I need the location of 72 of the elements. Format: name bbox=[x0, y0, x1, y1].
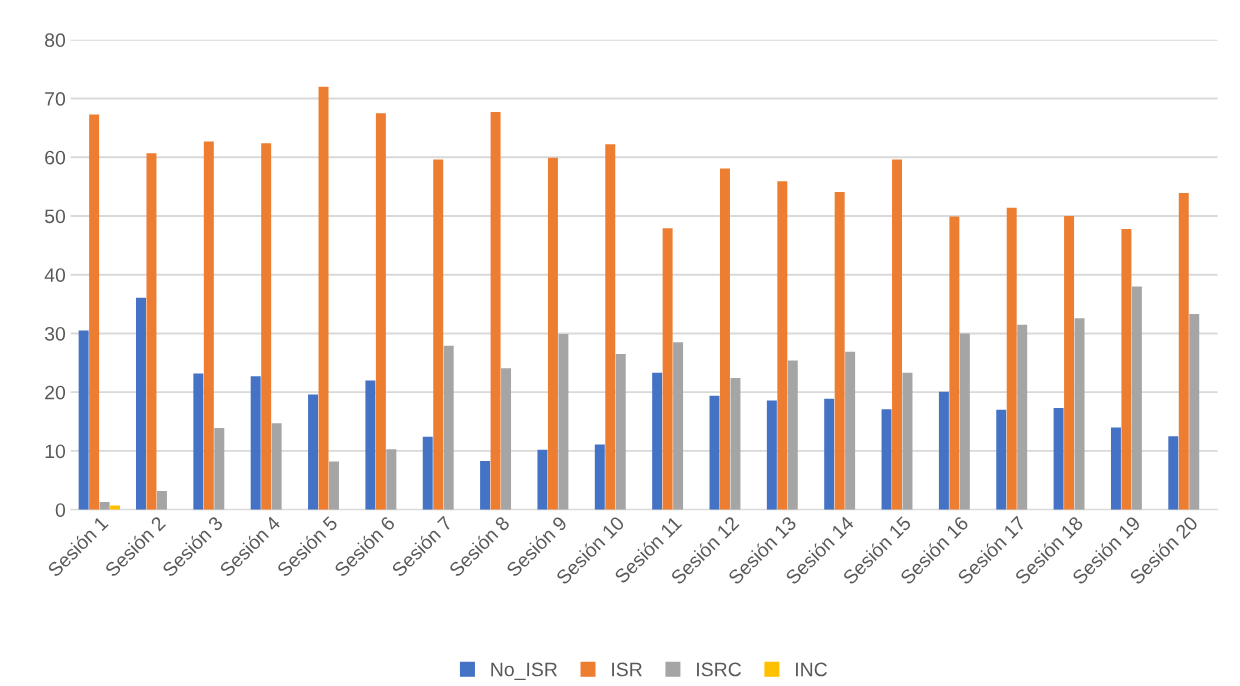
bar bbox=[777, 181, 788, 510]
bar bbox=[1131, 286, 1142, 510]
bar bbox=[1053, 408, 1064, 510]
y-tick-label: 20 bbox=[45, 385, 66, 400]
bar bbox=[261, 143, 272, 510]
bar bbox=[834, 191, 845, 510]
bar bbox=[902, 372, 913, 510]
y-tick-label: 70 bbox=[45, 91, 66, 106]
bar bbox=[443, 345, 454, 510]
bar bbox=[673, 342, 684, 510]
legend-label: No_ISR bbox=[491, 662, 557, 680]
bar bbox=[996, 409, 1007, 510]
bar bbox=[422, 436, 433, 510]
y-tick-label: 80 bbox=[45, 33, 66, 48]
bar bbox=[730, 378, 741, 510]
bar bbox=[881, 409, 892, 510]
bar bbox=[824, 398, 835, 510]
bar bbox=[787, 360, 798, 510]
y-tick-label: 10 bbox=[45, 444, 66, 459]
legend-label: INC bbox=[796, 662, 827, 677]
bar bbox=[329, 461, 339, 510]
bar bbox=[1074, 318, 1085, 510]
bar bbox=[501, 368, 512, 510]
bar bbox=[375, 113, 386, 510]
bar bbox=[271, 423, 282, 510]
bar bbox=[250, 376, 261, 510]
bar bbox=[652, 372, 663, 510]
bar bbox=[1178, 193, 1189, 510]
bar bbox=[1017, 324, 1028, 510]
bar bbox=[1006, 207, 1017, 510]
bar bbox=[308, 394, 319, 510]
bar bbox=[719, 168, 730, 510]
bar bbox=[365, 380, 376, 510]
legend-label: ISRC bbox=[697, 662, 742, 677]
bar bbox=[146, 153, 157, 510]
bar bbox=[766, 400, 777, 510]
bar bbox=[594, 444, 605, 510]
bar bbox=[1189, 314, 1200, 510]
bar bbox=[214, 428, 225, 510]
bar bbox=[605, 144, 616, 510]
bar bbox=[193, 373, 204, 510]
bar bbox=[547, 157, 558, 510]
y-tick-label: 60 bbox=[45, 150, 66, 165]
bar bbox=[318, 86, 329, 510]
bar bbox=[433, 159, 444, 510]
bar bbox=[938, 391, 949, 510]
bar bbox=[1121, 228, 1132, 510]
bar bbox=[662, 228, 673, 510]
bar bbox=[78, 330, 89, 510]
bar bbox=[156, 490, 167, 510]
bar bbox=[1110, 427, 1121, 510]
bar bbox=[490, 112, 501, 510]
bar bbox=[203, 141, 214, 510]
bar bbox=[89, 114, 100, 510]
legend-label: ISR bbox=[612, 662, 642, 677]
bar bbox=[1168, 436, 1179, 510]
bar bbox=[136, 297, 146, 510]
bar bbox=[949, 216, 960, 510]
bar bbox=[845, 351, 856, 510]
bar bbox=[480, 460, 491, 510]
bar bbox=[1064, 216, 1075, 510]
y-tick-label: 50 bbox=[44, 209, 66, 224]
bar bbox=[892, 159, 903, 510]
y-tick-label: 0 bbox=[55, 503, 66, 517]
bar bbox=[558, 334, 569, 510]
bar bbox=[386, 449, 397, 510]
bar bbox=[615, 354, 626, 510]
bar bbox=[959, 333, 970, 510]
bar bbox=[99, 502, 110, 510]
bar bbox=[537, 449, 548, 510]
y-tick-label: 40 bbox=[44, 268, 66, 282]
y-tick-label: 30 bbox=[44, 326, 66, 341]
